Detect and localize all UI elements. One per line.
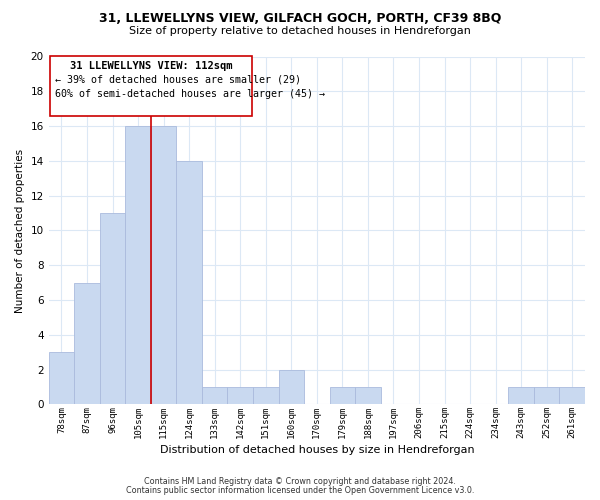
- FancyBboxPatch shape: [50, 56, 252, 116]
- Y-axis label: Number of detached properties: Number of detached properties: [15, 148, 25, 312]
- Bar: [355, 387, 380, 404]
- Bar: [278, 370, 304, 404]
- Bar: [534, 387, 559, 404]
- Bar: [176, 161, 202, 404]
- Bar: [151, 126, 176, 404]
- Text: 31 LLEWELLYNS VIEW: 112sqm: 31 LLEWELLYNS VIEW: 112sqm: [70, 60, 232, 70]
- Bar: [74, 282, 100, 405]
- Text: Size of property relative to detached houses in Hendreforgan: Size of property relative to detached ho…: [129, 26, 471, 36]
- Bar: [125, 126, 151, 404]
- Text: Contains public sector information licensed under the Open Government Licence v3: Contains public sector information licen…: [126, 486, 474, 495]
- Bar: [49, 352, 74, 405]
- Bar: [100, 213, 125, 404]
- Bar: [508, 387, 534, 404]
- Text: 60% of semi-detached houses are larger (45) →: 60% of semi-detached houses are larger (…: [55, 88, 325, 99]
- Text: 31, LLEWELLYNS VIEW, GILFACH GOCH, PORTH, CF39 8BQ: 31, LLEWELLYNS VIEW, GILFACH GOCH, PORTH…: [99, 12, 501, 26]
- Bar: [559, 387, 585, 404]
- Bar: [227, 387, 253, 404]
- Bar: [202, 387, 227, 404]
- Text: ← 39% of detached houses are smaller (29): ← 39% of detached houses are smaller (29…: [55, 75, 301, 85]
- Bar: [253, 387, 278, 404]
- X-axis label: Distribution of detached houses by size in Hendreforgan: Distribution of detached houses by size …: [160, 445, 474, 455]
- Bar: [329, 387, 355, 404]
- Text: Contains HM Land Registry data © Crown copyright and database right 2024.: Contains HM Land Registry data © Crown c…: [144, 477, 456, 486]
